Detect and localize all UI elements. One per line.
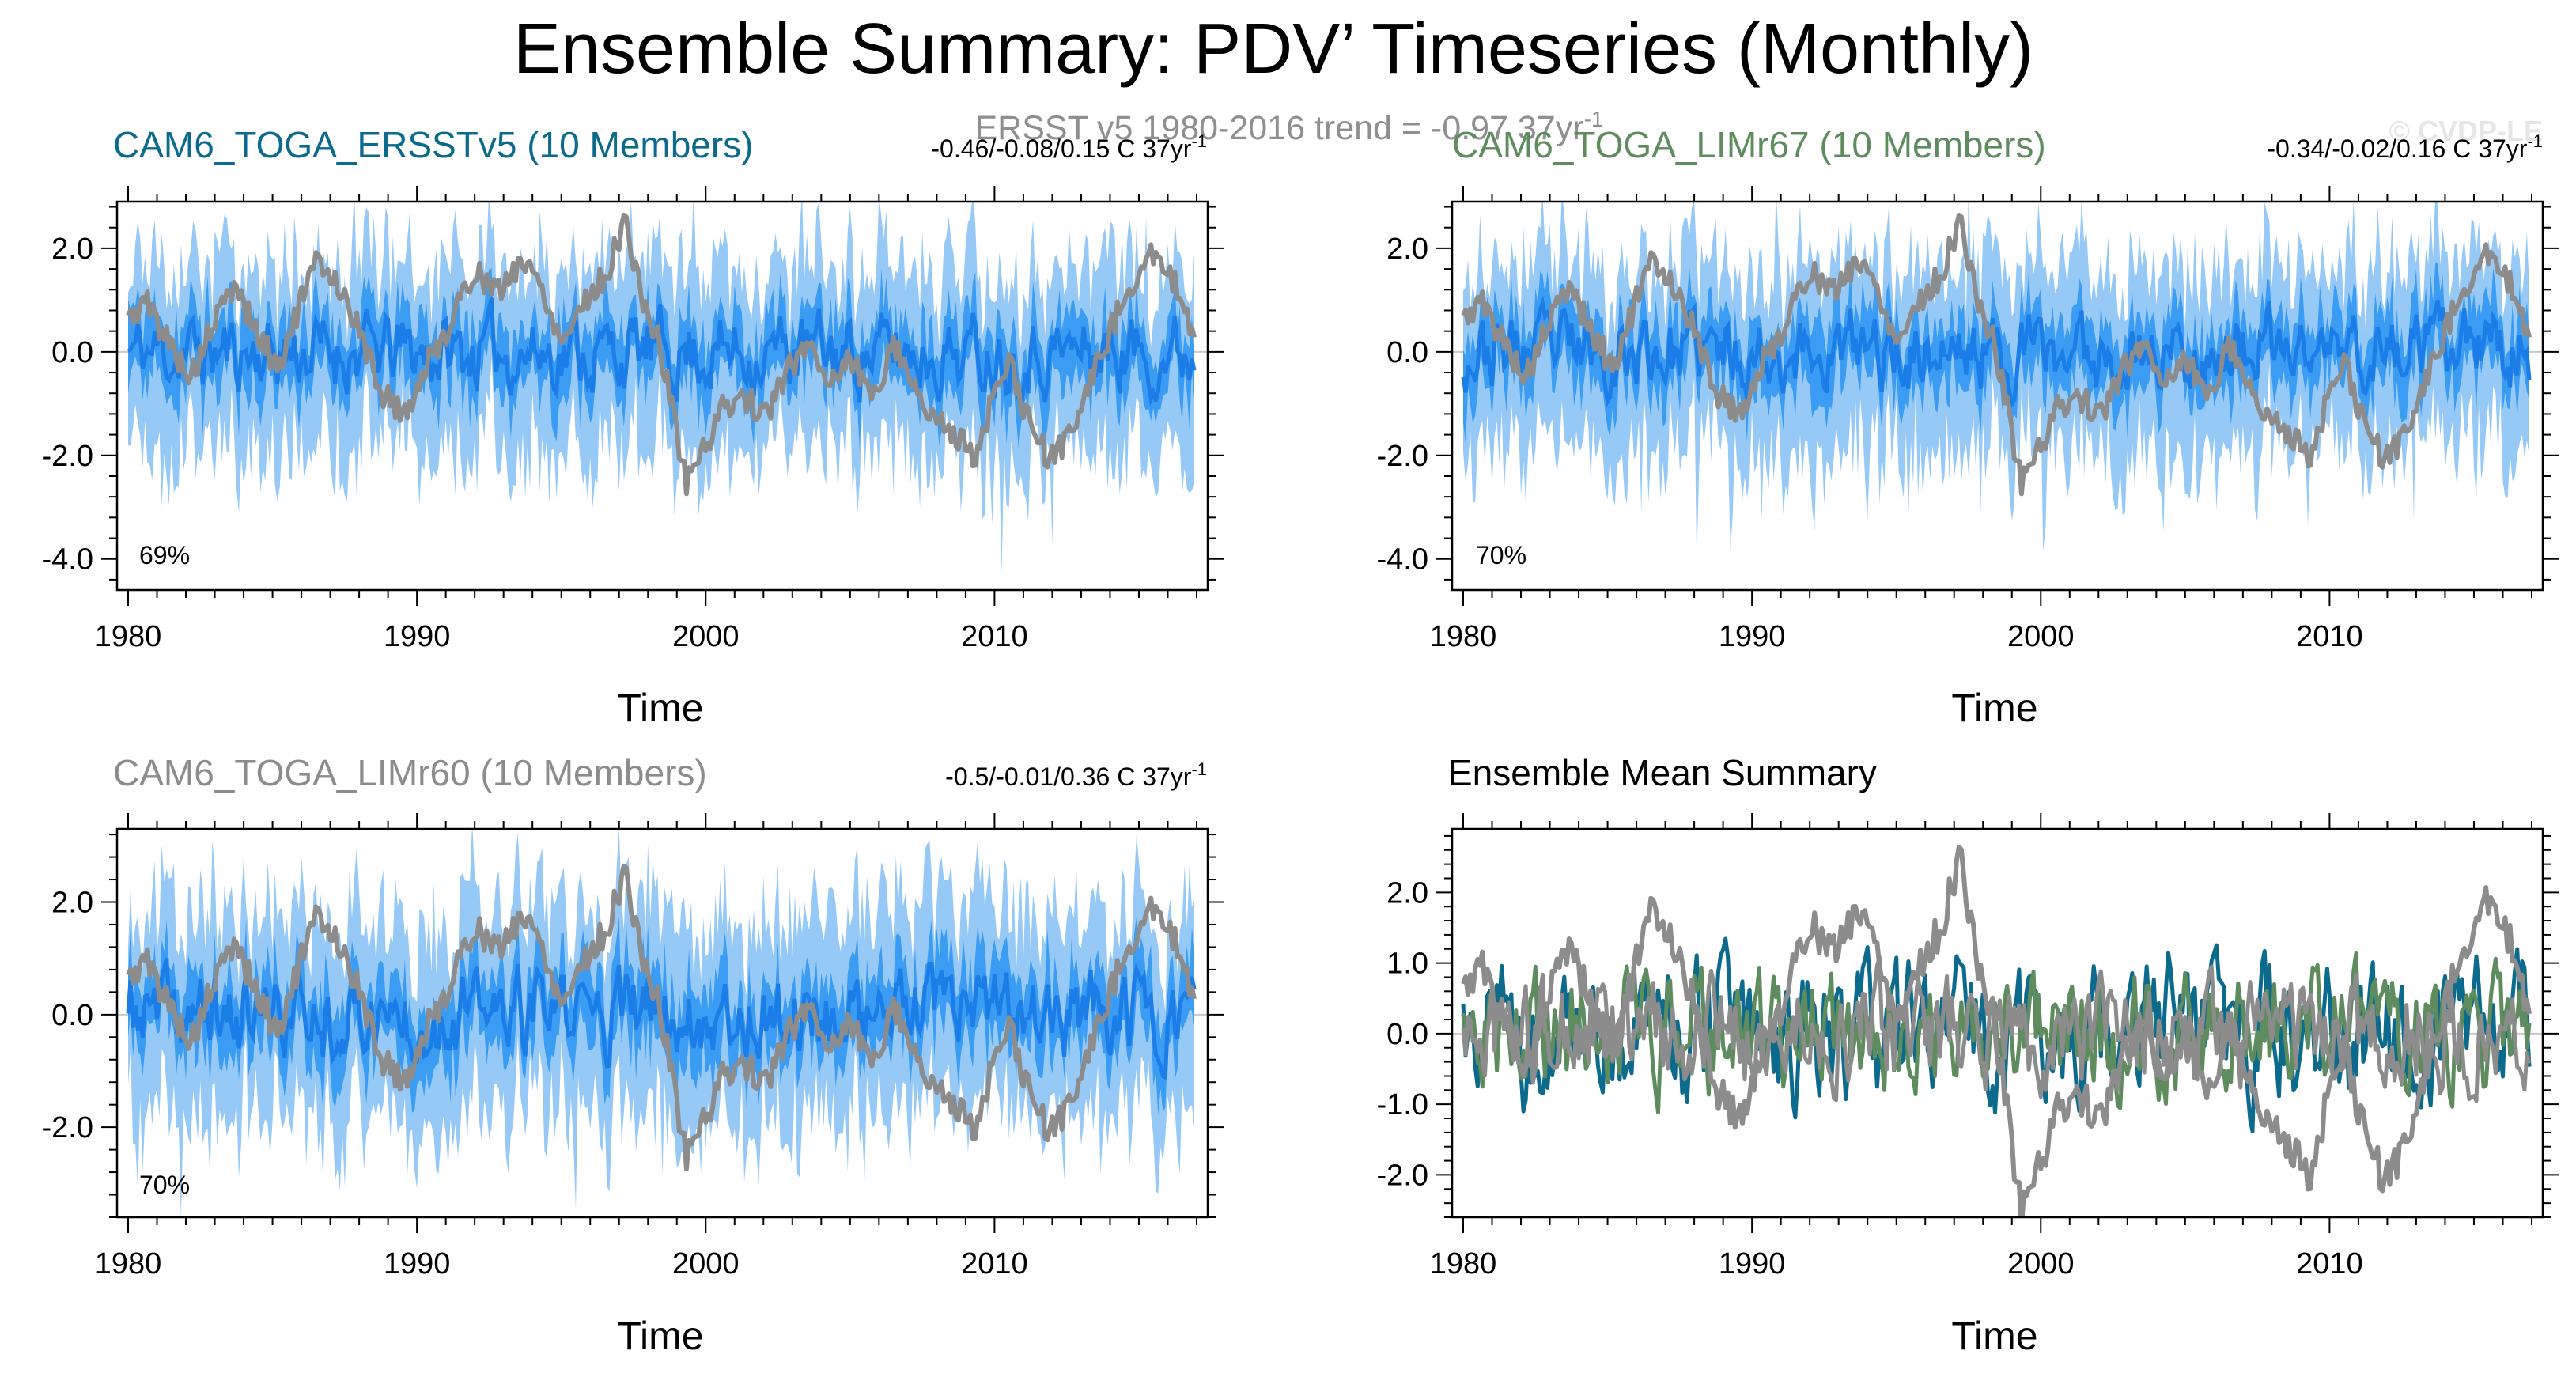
y-tick-label: 2.0 [51, 233, 93, 266]
trend-text: -0.46/-0.08/0.15 C 37yr [931, 134, 1191, 163]
x-tick-label: 2000 [2007, 1247, 2075, 1281]
y-tick-label: 1.0 [1386, 948, 1428, 981]
x-tick-label: 2010 [961, 620, 1028, 653]
x-axis-label: Time [617, 1314, 703, 1358]
observations-line [126, 212, 1197, 497]
x-tick-label: 1980 [1430, 1247, 1497, 1281]
x-tick-label: 2010 [961, 1247, 1028, 1281]
trend-sup: -1 [1191, 131, 1207, 151]
x-tick-label: 1980 [95, 620, 162, 653]
y-tick-label: -2.0 [1377, 440, 1428, 473]
plot-area [126, 202, 1197, 574]
x-tick-label: 1990 [1719, 1247, 1786, 1281]
y-tick-label: -4.0 [1377, 543, 1428, 577]
ensemble-range-band [1463, 202, 2529, 562]
y-tick-label: -2.0 [42, 440, 93, 473]
trend-label: -0.46/-0.08/0.15 C 37yr-1 [931, 131, 1207, 163]
y-tick-label: 0.0 [51, 336, 93, 369]
figure-subtitle: ERSST v5 1980-2016 trend = -0.97 37yr-1 [974, 107, 1603, 147]
x-tick-label: 1990 [384, 1247, 451, 1281]
observations-line [126, 863, 1197, 1171]
y-tick-label: -4.0 [42, 543, 93, 577]
percent-label: 70% [139, 1171, 190, 1199]
observations-line [1461, 845, 2532, 1217]
x-axis-label: Time [617, 686, 703, 730]
y-tick-label: 0.0 [51, 999, 93, 1032]
y-tick-label: 0.0 [1386, 336, 1428, 369]
plot-frame [115, 200, 1209, 592]
y-tick-label: 2.0 [51, 887, 93, 920]
panel-cam6-toga-limr67: CAM6_TOGA_LIMr67 (10 Members) -0.34/-0.0… [1377, 124, 2559, 730]
y-tick-label: 2.0 [1386, 233, 1428, 266]
plot-area [126, 829, 1197, 1217]
y-tick-label: -2.0 [42, 1111, 93, 1144]
panel-title: CAM6_TOGA_ERSSTv5 (10 Members) [113, 124, 754, 165]
panel-cam6-toga-limr60: CAM6_TOGA_LIMr60 (10 Members) -0.5/-0.01… [42, 752, 1224, 1358]
observations-line [1461, 212, 2532, 497]
panel-title: CAM6_TOGA_LIMr60 (10 Members) [113, 752, 707, 793]
trend-text: -0.5/-0.01/0.36 C 37yr [945, 762, 1192, 791]
trend-sup: -1 [2527, 131, 2543, 151]
x-tick-label: 1980 [95, 1247, 162, 1281]
figure-subtitle-text: ERSST v5 1980-2016 trend = -0.97 37yr [974, 109, 1583, 147]
x-tick-label: 1980 [1430, 620, 1497, 653]
trend-text: -0.34/-0.02/0.16 C 37yr [2267, 134, 2527, 163]
panel-title: CAM6_TOGA_LIMr67 (10 Members) [1452, 124, 2046, 165]
watermark: © CVDP-LE [2389, 115, 2543, 147]
x-tick-label: 1990 [1719, 620, 1786, 653]
plot-area [1461, 845, 2532, 1217]
plot-area [1461, 202, 2532, 562]
series-line-3 [1461, 955, 2532, 1103]
plot-frame [1451, 827, 2544, 1219]
plot-frame [1451, 200, 2544, 592]
trend-sup: -1 [1191, 759, 1207, 779]
x-tick-label: 2000 [2007, 620, 2075, 653]
x-tick-label: 2000 [672, 1247, 740, 1281]
trend-label: -0.34/-0.02/0.16 C 37yr-1 [2267, 131, 2543, 163]
panel-cam6-toga-ersstv5: CAM6_TOGA_ERSSTv5 (10 Members) -0.46/-0.… [42, 124, 1224, 730]
x-tick-label: 2000 [672, 620, 740, 653]
y-tick-label: 0.0 [1386, 1018, 1428, 1051]
figure-title: Ensemble Summary: PDV’ Timeseries (Month… [513, 9, 2033, 89]
x-tick-label: 2010 [2296, 1247, 2363, 1281]
panel-ensemble-mean-summary: Ensemble Mean Summary 1980 1990 2000 2010 -… [1377, 752, 2559, 1358]
figure-subtitle-sup: -1 [1584, 107, 1604, 131]
plot-frame [115, 827, 1209, 1219]
y-tick-label: 2.0 [1386, 876, 1428, 910]
y-tick-label: -2.0 [1377, 1159, 1428, 1192]
panel-title: Ensemble Mean Summary [1448, 752, 1877, 793]
trend-label: -0.5/-0.01/0.36 C 37yr-1 [945, 759, 1207, 791]
percent-label: 69% [139, 541, 190, 569]
x-tick-label: 1990 [384, 620, 451, 653]
x-axis-label: Time [1951, 1314, 2037, 1358]
y-tick-label: -1.0 [1377, 1088, 1428, 1122]
ensemble-range-band [128, 202, 1194, 574]
x-tick-label: 2010 [2296, 620, 2363, 653]
x-axis-label: Time [1951, 686, 2037, 730]
percent-label: 70% [1476, 541, 1526, 569]
